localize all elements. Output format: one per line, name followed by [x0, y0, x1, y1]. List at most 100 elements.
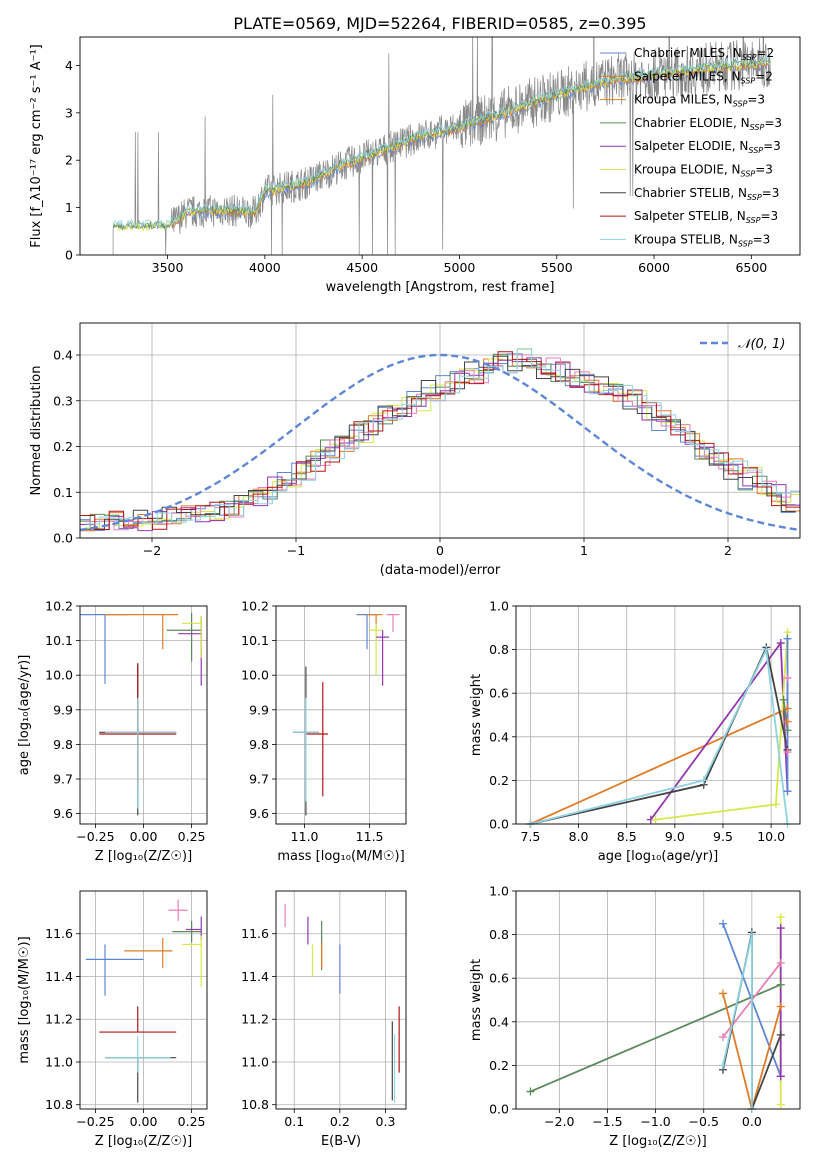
residuals-plot-area: [80, 348, 800, 532]
x-tick-label: −1: [287, 543, 305, 558]
y-tick-label: 10.0: [241, 668, 269, 683]
x-tick-label: 11.5: [356, 829, 384, 844]
y-tick-label: 10.8: [45, 1097, 73, 1112]
y-tick-label: 1: [65, 200, 73, 215]
y-tick-label: 11.0: [241, 1054, 269, 1069]
y-tick-label: 0.4: [489, 729, 509, 744]
x-axis-label: Z [log₁₀(Z/Z☉)]: [95, 849, 192, 864]
weight-marker: [747, 930, 756, 939]
weight-vs-Z-plot-area: [530, 917, 782, 1109]
weight-marker: [783, 787, 792, 796]
y-tick-label: 11.0: [45, 1054, 73, 1069]
x-tick-label: 8.5: [617, 829, 637, 844]
x-axis-label: (data-model)/error: [380, 563, 501, 578]
y-tick-label: 9.7: [53, 772, 73, 787]
mass-vs-ebv-plot-area: [284, 903, 400, 1103]
y-tick-label: 9.9: [53, 702, 73, 717]
weight-marker: [699, 776, 708, 785]
age-vs-mass-plot-area: [292, 614, 400, 816]
y-tick-label: 0.4: [53, 348, 73, 363]
legend-label: 𝒩(0, 1): [738, 337, 785, 352]
histogram-pink: [85, 354, 800, 531]
x-tick-label: 0.00: [130, 829, 158, 844]
weight-line-chabrier-elodie: [530, 983, 782, 1093]
weight-marker: [776, 913, 785, 922]
legend-label: Chabrier STELIB, NSSP=3: [634, 186, 779, 202]
axes-frame: [275, 605, 407, 825]
y-tick-label: 11.6: [45, 926, 73, 941]
weight-marker: [718, 919, 727, 928]
weight-marker: [771, 800, 780, 809]
y-tick-label: 10.2: [45, 599, 73, 614]
axes-frame: [79, 605, 208, 825]
legend-label: Chabrier ELODIE, NSSP=3: [634, 116, 782, 132]
y-tick-label: 0.4: [489, 1014, 509, 1029]
y-tick-label: 2: [65, 153, 73, 168]
x-tick-label: 10.0: [757, 829, 785, 844]
age-vs-mass-panel: 11.0 11.5 9.6 9.7 9.8 9.9 10.0 10.1 10.2 mass [lo…: [241, 599, 407, 864]
weight-marker: [762, 645, 771, 654]
x-axis-label: Z [log₁₀(Z/Z☉)]: [95, 1134, 192, 1149]
x-tick-label: −2: [143, 543, 161, 558]
x-tick-label: 8.0: [569, 829, 589, 844]
x-tick-label: 4500: [346, 260, 378, 275]
axes-frame: [275, 890, 407, 1110]
y-tick-label: 0.6: [489, 971, 509, 986]
weight-marker: [526, 1087, 535, 1096]
legend-label: Kroupa STELIB, NSSP=3: [634, 232, 770, 248]
x-axis-label: age [log₁₀(age/yr)]: [598, 849, 719, 864]
y-tick-label: 3: [65, 105, 73, 120]
y-tick-label: 1.0: [489, 884, 509, 899]
x-tick-label: −0.25: [76, 1114, 114, 1129]
weight-line-salpeter-miles: [722, 993, 782, 1109]
weight-marker: [776, 639, 785, 648]
spectrum-panel: 3500 4000 4500 5000 5500 6000 6500 0 1 2 3 4 wavelen…: [29, 36, 801, 295]
y-tick-label: 11.6: [241, 926, 269, 941]
model-spectrum-chabrier-elodie: [112, 57, 771, 231]
normal-distribution-curve: [80, 353, 800, 532]
y-tick-label: 11.2: [45, 1012, 73, 1027]
weight-marker: [783, 704, 792, 713]
x-tick-label: 2: [724, 543, 732, 558]
legend-label: Kroupa MILES, NSSP=3: [634, 93, 765, 109]
x-tick-label: 0.3: [376, 1114, 396, 1129]
y-tick-label: 10.2: [241, 599, 269, 614]
y-axis-label: age [log₁₀(age/yr)]: [17, 655, 32, 776]
x-tick-label: −0.5: [689, 1114, 719, 1129]
weight-line-chabrier-stelib: [530, 644, 789, 824]
y-axis-label: mass [log₁₀(M/M☉)]: [17, 936, 32, 1063]
y-tick-label: 0.2: [489, 773, 509, 788]
y-tick-label: 0.6: [489, 686, 509, 701]
x-tick-label: 7.5: [520, 829, 540, 844]
weight-line-kroupa-stelib: [530, 646, 789, 824]
x-tick-label: 5000: [444, 260, 476, 275]
y-axis-label: Flux [f_λ10⁻¹⁷ erg cm⁻² s⁻¹ A⁻¹]: [29, 44, 44, 248]
x-axis-label: mass [log₁₀(M/M☉)]: [277, 849, 404, 864]
y-tick-label: 9.6: [53, 806, 73, 821]
weight-marker: [776, 958, 785, 967]
axes-frame: [79, 36, 801, 256]
y-tick-label: 0.8: [489, 927, 509, 942]
weight-marker: [718, 1061, 727, 1070]
x-tick-label: 6000: [638, 260, 670, 275]
legend-label: Salpeter STELIB, NSSP=3: [634, 209, 778, 225]
mass-vs-z-panel: −0.25 0.00 0.25 10.8 11.0 11.2 11.4 11.6 Z [log₁…: [17, 890, 208, 1149]
axes-frame: [515, 890, 801, 1110]
mass-vs-Z-plot-area: [85, 899, 202, 1103]
age-vs-Z-plot-area: [80, 612, 202, 816]
x-tick-label: 0: [436, 543, 444, 558]
x-tick-label: 0.1: [284, 1114, 304, 1129]
weight-marker: [776, 980, 785, 989]
y-tick-label: 0.2: [489, 1058, 509, 1073]
x-tick-label: −1.0: [640, 1114, 670, 1129]
x-tick-label: 9.5: [713, 829, 733, 844]
x-tick-label: 1: [580, 543, 588, 558]
x-tick-label: 11.0: [291, 829, 319, 844]
y-tick-label: 0: [65, 248, 73, 263]
y-tick-label: 1.0: [489, 599, 509, 614]
axes-frame: [79, 322, 801, 539]
y-tick-label: 11.4: [45, 969, 73, 984]
histogram-salpeter-stelib: [80, 351, 800, 530]
spectrum-legend: Chabrier MILES, NSSP=2 Salpeter MILES, NS…: [600, 46, 782, 248]
weight-vs-z-panel: −2.0 −1.5 −1.0 −0.5 0.0 0.0 0.2 0.4 0.6 0.8 1.0 Z […: [469, 884, 801, 1149]
